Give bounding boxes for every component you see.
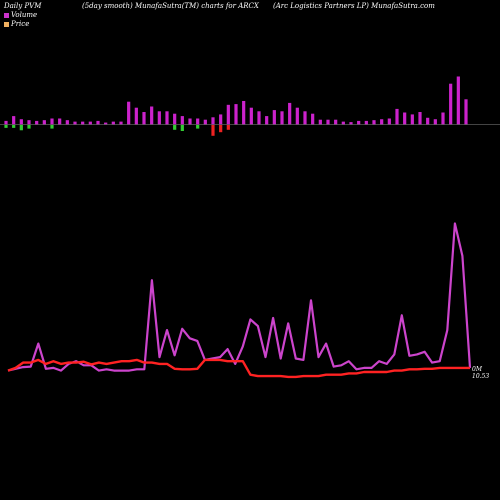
volume-flow-down-bar xyxy=(219,125,223,133)
volume-bar xyxy=(311,113,315,125)
volume-bar xyxy=(58,118,62,125)
volume-bar xyxy=(433,119,437,125)
volume-bar xyxy=(203,119,207,125)
legend-price: Price xyxy=(4,20,29,28)
legend-price-swatch xyxy=(4,21,9,27)
chart-source: (Arc Logistics Partners LP) MunafaSutra.… xyxy=(273,2,435,10)
price-marker-label: 0M xyxy=(472,366,483,373)
volume-bar xyxy=(242,100,246,125)
volume-bar xyxy=(303,111,307,125)
volume-bar xyxy=(35,120,39,125)
volume-bar xyxy=(19,119,23,125)
volume-bar xyxy=(449,83,453,125)
volume-bar xyxy=(150,106,154,125)
volume-bar xyxy=(226,104,230,125)
volume-bar xyxy=(410,114,414,125)
price-marker-value: 10.53 xyxy=(472,373,489,380)
volume-bar xyxy=(27,120,31,125)
volume-bar xyxy=(426,117,430,125)
volume-bar xyxy=(88,121,92,125)
volume-bar xyxy=(364,120,368,125)
volume-bar xyxy=(180,116,184,125)
volume-bar xyxy=(165,111,169,125)
volume-bar xyxy=(134,107,138,125)
legend-volume-swatch xyxy=(4,12,9,18)
volume-bar xyxy=(119,121,123,125)
volume-bar xyxy=(12,116,16,125)
volume-line xyxy=(7,222,472,372)
volume-bar xyxy=(65,120,69,125)
volume-bar xyxy=(142,112,146,125)
volume-bar xyxy=(372,120,376,125)
volume-flow-down-bar xyxy=(211,125,215,136)
volume-bar xyxy=(272,110,276,125)
volume-bar xyxy=(188,118,192,125)
price-line xyxy=(7,358,470,379)
volume-bar xyxy=(257,111,261,125)
volume-bar xyxy=(157,111,161,125)
volume-bar xyxy=(50,118,54,125)
chart-label-left: Daily PVM xyxy=(4,2,42,10)
volume-bar xyxy=(395,108,399,125)
volume-bar xyxy=(219,114,223,125)
volume-flow-up-bar xyxy=(4,125,8,128)
volume-bar xyxy=(341,121,345,125)
volume-flow-up-bar xyxy=(19,125,23,131)
volume-bar xyxy=(357,120,361,125)
volume-bar xyxy=(73,121,77,125)
volume-flow-up-bar xyxy=(173,125,177,130)
volume-bar xyxy=(173,113,177,125)
volume-bar xyxy=(249,107,253,125)
volume-bar xyxy=(81,121,85,125)
line-series xyxy=(7,222,472,379)
volume-bar xyxy=(211,117,215,125)
volume-flow-up-bar xyxy=(12,125,16,128)
volume-bars xyxy=(4,76,468,136)
volume-bar xyxy=(280,111,284,125)
volume-bar xyxy=(4,120,8,125)
legend-volume: Volume xyxy=(4,11,37,19)
legend-volume-label: Volume xyxy=(11,11,38,19)
volume-bar xyxy=(387,118,391,125)
volume-bar xyxy=(456,76,460,125)
volume-bar xyxy=(265,116,269,125)
volume-flow-down-bar xyxy=(226,125,230,130)
volume-bar xyxy=(326,119,330,125)
volume-bar xyxy=(111,121,115,125)
legend-price-label: Price xyxy=(11,20,30,28)
volume-bar xyxy=(234,104,238,125)
volume-bar xyxy=(96,120,100,125)
volume-flow-up-bar xyxy=(196,125,200,129)
volume-bar xyxy=(318,119,322,125)
volume-bar xyxy=(441,112,445,125)
volume-flow-up-bar xyxy=(27,125,31,129)
volume-bar xyxy=(334,119,338,125)
volume-bar xyxy=(403,112,407,125)
volume-bar xyxy=(196,118,200,125)
volume-bar xyxy=(464,99,468,125)
volume-flow-up-bar xyxy=(180,125,184,131)
volume-bar xyxy=(42,120,46,125)
volume-bar xyxy=(349,122,353,125)
chart-title: (5day smooth) MunafaSutra(TM) charts for… xyxy=(82,2,259,10)
volume-bar xyxy=(288,102,292,125)
volume-bar xyxy=(127,101,131,125)
volume-bar xyxy=(104,122,108,125)
volume-flow-up-bar xyxy=(50,125,54,129)
volume-bar xyxy=(418,112,422,125)
volume-bar xyxy=(295,107,299,125)
volume-bar xyxy=(380,119,384,125)
